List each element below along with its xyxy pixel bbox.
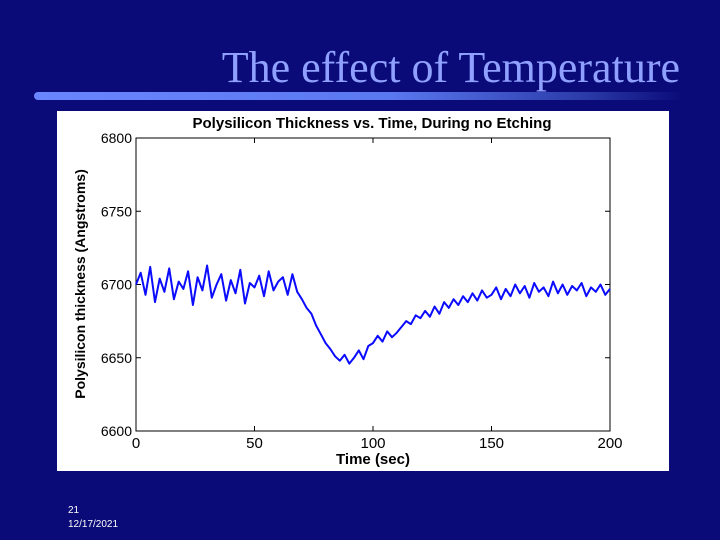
y-tick-label: 6650 xyxy=(101,350,132,366)
y-axis-label: Polysilicon thickness (Angstroms) xyxy=(72,169,88,399)
x-tick-label: 50 xyxy=(246,435,263,452)
y-axis-ticks: 6600 6650 6700 6750 6800 xyxy=(101,130,610,439)
title-underline-bar xyxy=(34,92,684,100)
y-tick-label: 6600 xyxy=(101,423,132,439)
y-tick-label: 6800 xyxy=(101,130,132,146)
x-tick-label: 200 xyxy=(597,435,622,452)
x-axis-label: Time (sec) xyxy=(336,451,410,468)
slide-number: 21 xyxy=(68,505,80,516)
thickness-series-line xyxy=(135,264,611,365)
y-tick-label: 6750 xyxy=(101,203,132,219)
x-tick-label: 100 xyxy=(360,435,385,452)
line-chart: Polysilicon Thickness vs. Time, During n… xyxy=(72,115,623,468)
x-tick-label: 150 xyxy=(479,435,504,452)
slide-title: The effect of Temperature xyxy=(221,43,680,92)
x-axis-ticks: 0 50 100 150 200 xyxy=(132,138,623,452)
plot-area-frame xyxy=(135,137,611,432)
y-tick-label: 6700 xyxy=(101,277,132,293)
slide-date: 12/17/2021 xyxy=(68,519,119,530)
x-tick-label: 0 xyxy=(132,435,140,452)
chart-title: Polysilicon Thickness vs. Time, During n… xyxy=(193,115,552,132)
chart-panel: Polysilicon Thickness vs. Time, During n… xyxy=(57,111,669,471)
